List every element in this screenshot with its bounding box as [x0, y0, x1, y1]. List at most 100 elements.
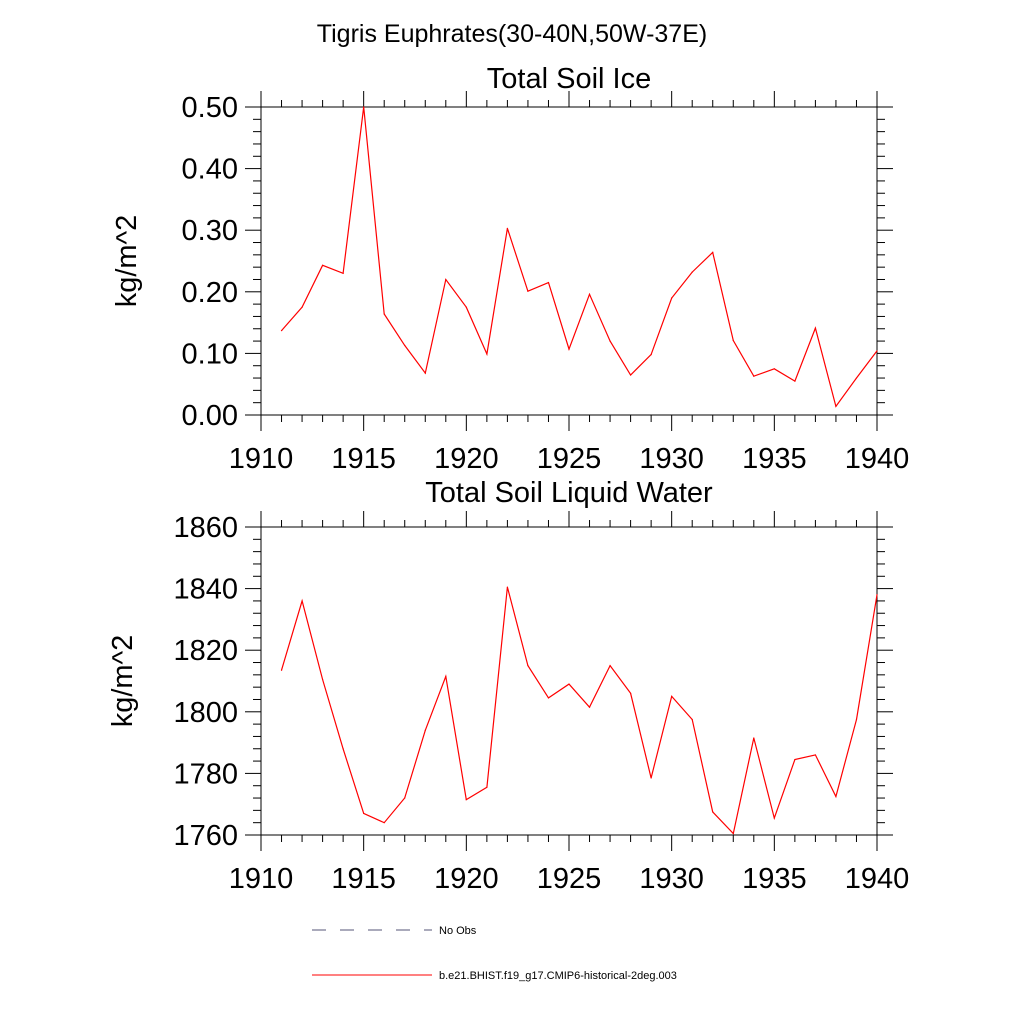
- axes-frame: [260, 106, 878, 416]
- y-tick-label: 0.10: [182, 338, 238, 370]
- data-point: [773, 817, 775, 819]
- x-tick-label: 1925: [537, 863, 602, 895]
- x-tick-label: 1935: [742, 443, 807, 475]
- x-tick-label: 1920: [434, 863, 499, 895]
- data-point: [506, 586, 508, 588]
- data-point: [588, 293, 591, 295]
- series-line: [281, 106, 878, 408]
- y-axis-label: kg/m^2: [111, 215, 143, 308]
- y-tick-label: 0.20: [182, 277, 238, 309]
- y-tick-label: 1820: [173, 635, 238, 667]
- data-point: [322, 264, 324, 266]
- data-point: [630, 692, 632, 694]
- series-line: [280, 586, 878, 835]
- data-point: [671, 695, 673, 698]
- panel-total-soil-liquid-water: Total Soil Liquid Water kg/m^2 1910 1915 1…: [107, 477, 909, 895]
- data-point: [363, 812, 365, 815]
- data-point: [280, 669, 283, 671]
- data-point: [383, 822, 385, 824]
- data-point: [547, 697, 550, 699]
- data-point: [691, 271, 693, 273]
- data-point: [404, 344, 406, 346]
- figure-suptitle: Tigris Euphrates(30-40N,50W-37E): [317, 20, 707, 48]
- y-tick-label: 0.30: [182, 215, 238, 247]
- data-point: [794, 758, 796, 761]
- x-tick-label: 1910: [229, 443, 294, 475]
- x-tick-label: 1930: [639, 443, 704, 475]
- data-point: [609, 665, 611, 667]
- data-point: [712, 811, 714, 813]
- data-point: [814, 327, 817, 329]
- data-point: [363, 106, 365, 108]
- data-point: [732, 339, 734, 342]
- panel-title: Total Soil Ice: [487, 63, 651, 95]
- data-point: [753, 375, 755, 377]
- data-point: [383, 313, 385, 315]
- data-point: [465, 306, 467, 308]
- y-tick-label: 1800: [173, 697, 238, 729]
- y-tick-label: 0.00: [182, 400, 238, 432]
- data-point: [486, 353, 488, 355]
- data-point: [794, 380, 796, 382]
- x-tick-label: 1940: [845, 863, 910, 895]
- data-point: [773, 368, 775, 370]
- data-point: [506, 227, 508, 229]
- y-tick-label: 0.40: [182, 154, 238, 186]
- data-point: [527, 290, 529, 292]
- x-tick-label: 1920: [434, 443, 499, 475]
- x-tick-label: 1910: [229, 863, 294, 895]
- data-point: [424, 372, 426, 374]
- data-point: [486, 786, 488, 788]
- data-point: [609, 340, 611, 342]
- data-point: [835, 795, 837, 798]
- plot-area: 1910 1915 1920 1925 1930 1935 1940 0.00 0.10 0.20…: [182, 91, 910, 475]
- data-point: [712, 251, 714, 253]
- data-point: [322, 678, 324, 681]
- data-point: [876, 594, 878, 596]
- y-tick-label: 1780: [173, 758, 238, 790]
- x-tick-label: 1930: [639, 863, 704, 895]
- y-tick-label: 1840: [173, 574, 238, 606]
- data-point: [342, 748, 344, 750]
- data-point: [424, 729, 426, 731]
- data-point: [855, 377, 858, 379]
- data-point: [568, 683, 570, 685]
- y-tick-label: 0.50: [182, 92, 238, 124]
- data-point: [814, 754, 817, 756]
- data-point: [671, 297, 673, 299]
- data-point: [342, 272, 344, 274]
- data-point: [465, 798, 467, 801]
- data-point: [527, 665, 529, 667]
- data-point: [650, 777, 652, 779]
- x-tick-label: 1915: [331, 863, 396, 895]
- data-point: [588, 706, 591, 708]
- data-point: [876, 350, 878, 352]
- data-point: [855, 718, 858, 721]
- data-point: [691, 718, 693, 721]
- x-tick-label: 1940: [845, 443, 910, 475]
- legend-label-model: b.e21.BHIST.f19_g17.CMIP6-historical-2de…: [439, 970, 677, 982]
- panel-title: Total Soil Liquid Water: [425, 477, 713, 509]
- x-tick-label: 1915: [331, 443, 396, 475]
- legend-label-no-obs: No Obs: [439, 925, 477, 937]
- panel-total-soil-ice: Total Soil Ice kg/m^2 1910 1915 1920 1925 19…: [111, 63, 909, 475]
- data-point: [568, 348, 570, 350]
- data-point: [445, 278, 447, 281]
- data-point: [753, 737, 755, 739]
- data-point: [650, 354, 652, 356]
- y-tick-label: 1760: [173, 820, 238, 852]
- data-point: [301, 306, 303, 308]
- plot-area: 1910 1915 1920 1925 1930 1935 1940 1760 1780 1800…: [173, 511, 909, 895]
- y-axis-label: kg/m^2: [107, 635, 139, 728]
- data-point: [547, 281, 550, 284]
- data-point: [630, 374, 632, 376]
- data-point: [280, 330, 283, 332]
- legend: No Obs b.e21.BHIST.f19_g17.CMIP6-histori…: [312, 925, 677, 982]
- data-point: [404, 797, 406, 799]
- x-tick-label: 1925: [537, 443, 602, 475]
- x-tick-label: 1935: [742, 863, 807, 895]
- data-point: [835, 405, 837, 407]
- data-point: [301, 600, 303, 602]
- data-point: [445, 675, 447, 677]
